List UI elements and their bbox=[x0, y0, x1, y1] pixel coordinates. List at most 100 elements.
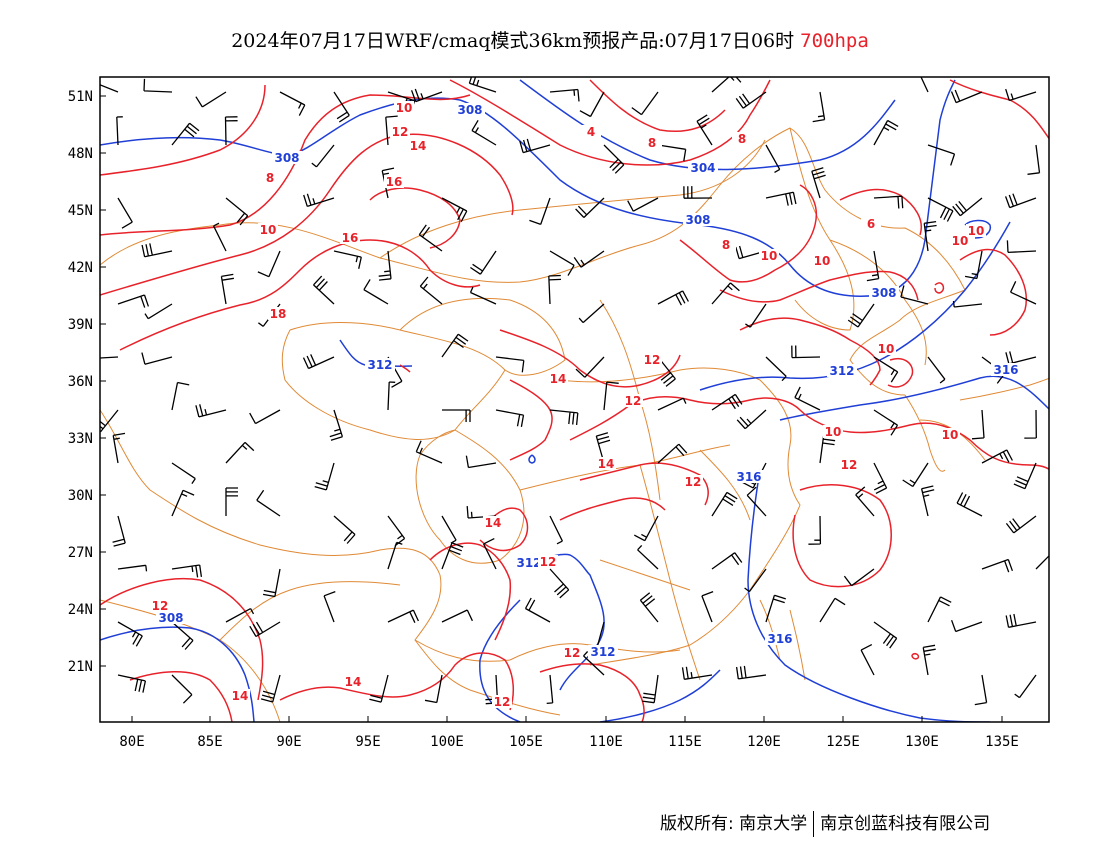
wind-barb bbox=[546, 674, 554, 705]
label-mask bbox=[492, 695, 512, 708]
t-contour-11 bbox=[739, 317, 881, 386]
label-mask bbox=[455, 103, 485, 116]
wind-barb bbox=[603, 144, 625, 174]
temperature-contour-label: 6 bbox=[867, 217, 875, 231]
lon-tick-label: 80E bbox=[119, 734, 144, 750]
lat-tick-label: 51N bbox=[68, 89, 93, 105]
china-border-north bbox=[100, 127, 966, 396]
label-mask bbox=[940, 428, 960, 441]
wind-barb bbox=[257, 250, 281, 278]
wind-barb bbox=[441, 197, 468, 223]
wind-barb bbox=[1027, 144, 1041, 175]
wind-barb bbox=[213, 222, 227, 252]
label-mask bbox=[688, 161, 718, 174]
t-contour-29 bbox=[399, 364, 411, 373]
wind-barb bbox=[171, 621, 194, 650]
wind-barb bbox=[387, 541, 403, 570]
wind-barb bbox=[171, 489, 195, 517]
wind-barb bbox=[441, 333, 469, 358]
wind-barb bbox=[711, 393, 743, 411]
label-mask bbox=[390, 125, 410, 138]
wind-barb bbox=[681, 666, 713, 680]
wind-barb bbox=[171, 674, 193, 704]
wind-barb bbox=[642, 674, 659, 704]
wind-barb bbox=[923, 220, 937, 252]
t-contour-26 bbox=[279, 652, 515, 711]
label-mask bbox=[260, 171, 280, 184]
t-contour-8 bbox=[679, 184, 817, 283]
temperature-contour-label: 14 bbox=[345, 675, 362, 689]
wind-barb bbox=[735, 91, 767, 109]
wind-barb bbox=[387, 609, 419, 623]
wind-barb bbox=[112, 515, 126, 547]
wind-barb bbox=[424, 674, 443, 704]
temperature-contour-label: 4 bbox=[587, 125, 595, 139]
map-title: 2024年07月17日WRF/cmaq模式36km预报产品:07月17日06时 7… bbox=[0, 26, 1100, 53]
wind-barb bbox=[744, 568, 767, 593]
longitude-axis: 80E 85E 90E 95E 100E 105E 110E 115E 120E 125E 130E… bbox=[119, 716, 1019, 750]
wind-barb bbox=[549, 88, 580, 102]
wind-barb bbox=[974, 674, 988, 706]
wind-barb bbox=[249, 409, 281, 425]
lat-tick-label: 36N bbox=[68, 374, 93, 390]
temperature-contour-label: 18 bbox=[270, 307, 287, 321]
lon-tick-label: 120E bbox=[747, 734, 781, 750]
height-contour-label: 308 bbox=[274, 151, 299, 165]
wind-barb bbox=[657, 397, 687, 411]
lon-tick-label: 105E bbox=[509, 734, 543, 750]
wind-barb bbox=[860, 644, 875, 676]
wind-barb bbox=[415, 440, 443, 464]
wind-barb bbox=[329, 409, 344, 441]
wind-barb bbox=[387, 515, 406, 547]
wind-barb bbox=[1005, 515, 1037, 534]
height-contour-label: 312 bbox=[829, 364, 854, 378]
wind-barb bbox=[791, 345, 821, 359]
wind-barb bbox=[419, 276, 443, 305]
wind-barb bbox=[765, 594, 786, 623]
label-mask bbox=[861, 217, 881, 230]
temperature-contour-label: 10 bbox=[952, 234, 969, 248]
label-mask bbox=[408, 139, 428, 152]
wind-barb bbox=[583, 651, 605, 676]
height-contour-label: 312 bbox=[367, 358, 392, 372]
wind-barb bbox=[495, 409, 525, 428]
height-contour-label: 316 bbox=[767, 632, 792, 646]
wind-barb bbox=[260, 674, 281, 703]
label-mask bbox=[716, 238, 736, 251]
lon-tick-label: 85E bbox=[197, 734, 222, 750]
wind-barb bbox=[637, 544, 659, 570]
label-mask bbox=[230, 689, 250, 702]
wind-barb bbox=[468, 77, 497, 93]
wind-barb bbox=[144, 303, 173, 320]
height-contour-label: 312 bbox=[516, 556, 541, 570]
wind-barb bbox=[369, 674, 389, 703]
label-mask bbox=[548, 372, 568, 385]
t-contour-20 bbox=[559, 497, 666, 521]
temperature-contour-label: 8 bbox=[722, 238, 730, 252]
wind-barb bbox=[471, 119, 497, 146]
wind-barb bbox=[920, 485, 935, 517]
temperature-contour-label: 8 bbox=[738, 132, 746, 146]
wind-barb bbox=[873, 621, 898, 649]
wind-barb bbox=[519, 138, 551, 154]
wind-barb bbox=[811, 167, 826, 199]
wind-barb bbox=[711, 552, 743, 570]
wind-barb bbox=[657, 290, 689, 306]
t-contour-22 bbox=[429, 542, 512, 641]
label-mask bbox=[683, 475, 703, 488]
label-mask bbox=[343, 675, 363, 688]
wind-barb bbox=[224, 116, 238, 146]
temperature-contour-label: 8 bbox=[266, 171, 274, 185]
wind-barb bbox=[873, 409, 899, 436]
wind-barb bbox=[117, 621, 143, 647]
wind-barb bbox=[225, 441, 255, 464]
temperature-contour-label: 12 bbox=[564, 646, 581, 660]
temperature-contour-label: 10 bbox=[968, 224, 985, 238]
wind-barb bbox=[303, 193, 335, 208]
label-mask bbox=[588, 645, 618, 658]
temperature-contour-label: 10 bbox=[761, 249, 778, 263]
wind-barb bbox=[711, 77, 742, 93]
wind-barb bbox=[333, 515, 356, 544]
wind-barb bbox=[195, 404, 227, 418]
central-boundaries bbox=[519, 299, 761, 681]
